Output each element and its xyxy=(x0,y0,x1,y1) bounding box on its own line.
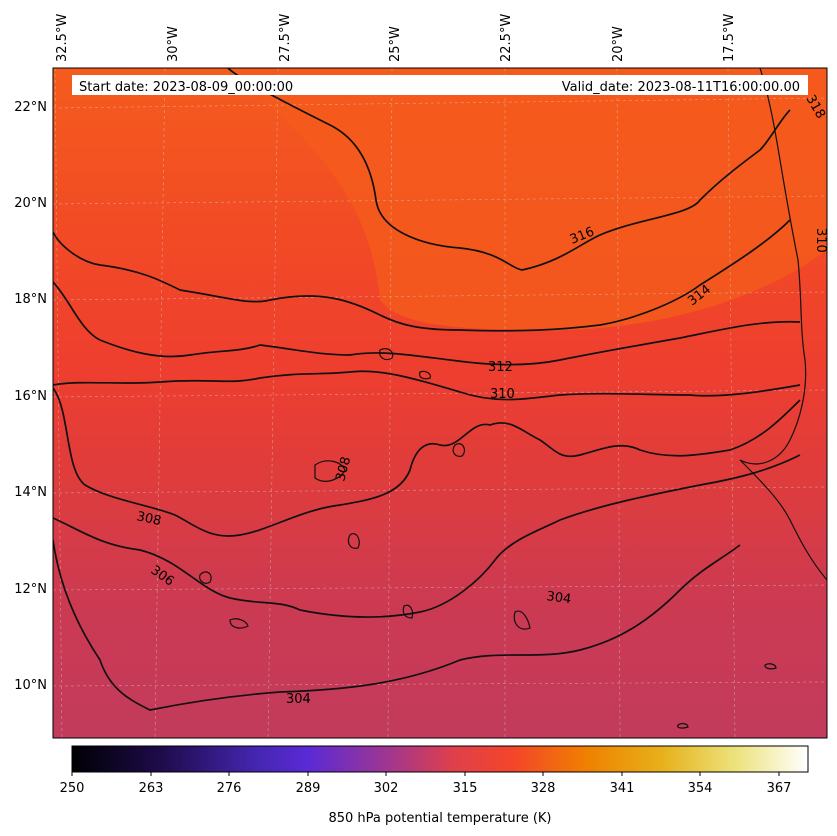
map-frame xyxy=(52,67,828,739)
date-header: Start date: 2023-08-09_00:00:00 Valid_da… xyxy=(72,75,808,95)
contour-label: 312 xyxy=(488,360,513,375)
coastlines xyxy=(199,68,827,729)
start-date-label: Start date: 2023-08-09_00:00:00 xyxy=(79,80,293,95)
longitude-label: 22.5°W xyxy=(499,14,514,62)
contour-label: 308 xyxy=(333,455,354,483)
colorbar-tick-label: 367 xyxy=(767,781,792,796)
colorbar-tick-label: 276 xyxy=(217,781,242,796)
graticule xyxy=(53,68,827,738)
longitude-label: 27.5°W xyxy=(278,14,293,62)
colorbar-tick-label: 354 xyxy=(688,781,713,796)
latitude-label: 10°N xyxy=(14,678,47,693)
colorbar-ticks xyxy=(71,772,780,776)
longitude-label: 32.5°W xyxy=(55,14,70,62)
colorbar-tick-label: 289 xyxy=(296,781,321,796)
longitude-labels: 32.5°W 30°W 27.5°W 25°W 22.5°W 20°W 17.5… xyxy=(55,14,737,62)
contour-label: 304 xyxy=(545,589,572,607)
colorbar-tick-label: 302 xyxy=(374,781,399,796)
colorbar-gradient xyxy=(71,745,809,773)
colorbar-tick-label: 328 xyxy=(531,781,556,796)
latitude-labels: 22°N 20°N 18°N 16°N 14°N 12°N 10°N xyxy=(14,100,47,693)
valid-date-label: Valid_date: 2023-08-11T16:00:00.00 xyxy=(562,80,800,95)
contour-label: 310 xyxy=(490,387,515,402)
latitude-label: 18°N xyxy=(14,292,47,307)
colorbar-tick-label: 250 xyxy=(60,781,85,796)
longitude-label: 25°W xyxy=(388,26,403,62)
potential-temperature-field xyxy=(53,68,827,738)
isotherm-contours xyxy=(53,68,801,711)
contour-label: 304 xyxy=(286,692,311,707)
contour-label: 310 xyxy=(813,228,828,253)
latitude-label: 14°N xyxy=(14,485,47,500)
latitude-label: 12°N xyxy=(14,582,47,597)
colorbar-tick-label: 263 xyxy=(139,781,164,796)
latitude-label: 22°N xyxy=(14,100,47,115)
colorbar-tick-label: 315 xyxy=(453,781,478,796)
latitude-label: 16°N xyxy=(14,389,47,404)
colorbar: 250 263 276 289 302 315 328 341 354 367 … xyxy=(60,745,809,826)
colorbar-tick-label: 341 xyxy=(610,781,635,796)
longitude-label: 17.5°W xyxy=(722,14,737,62)
longitude-label: 20°W xyxy=(611,26,626,62)
contour-label: 308 xyxy=(135,509,162,529)
longitude-label: 30°W xyxy=(166,26,181,62)
latitude-label: 20°N xyxy=(14,196,47,211)
colorbar-title: 850 hPa potential temperature (K) xyxy=(328,811,551,826)
date-header-box xyxy=(72,75,808,95)
